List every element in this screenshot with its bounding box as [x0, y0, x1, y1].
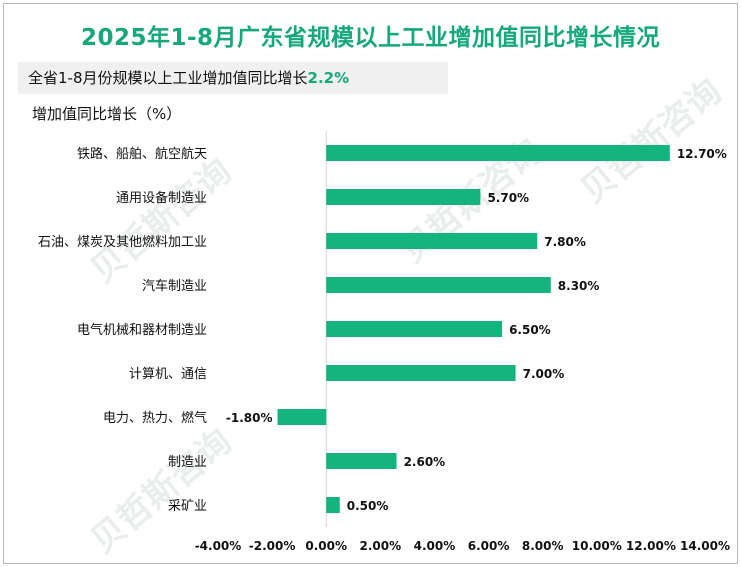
- x-tick-label: 2.00%: [360, 539, 402, 553]
- bar-chart: 铁路、船舶、航空航天 12.70% 通用设备制造业 5.70% 石油、煤炭及其他燃料加工…: [38, 131, 730, 553]
- data-label: 2.60%: [404, 455, 446, 469]
- bar: [326, 233, 538, 249]
- category-label: 铁路、船舶、航空航天: [77, 146, 207, 162]
- x-tick-label: 8.00%: [522, 539, 564, 553]
- chart-frame: 贝哲斯咨询 贝哲斯咨询 贝哲斯咨询 贝哲斯咨询 2025年1-8月广东省规模以上…: [3, 3, 738, 564]
- category-label: 制造业: [168, 455, 207, 470]
- x-tick-label: 0.00%: [305, 539, 347, 553]
- data-label: 5.70%: [487, 191, 529, 205]
- data-label: -1.80%: [226, 411, 273, 425]
- data-label: 6.50%: [509, 323, 551, 337]
- bar: [326, 321, 503, 337]
- x-tick-label: -4.00%: [195, 539, 242, 553]
- bar: [326, 277, 551, 293]
- category-label: 采矿业: [168, 499, 207, 514]
- x-tick-label: 6.00%: [468, 539, 510, 553]
- bar: [326, 453, 397, 469]
- bar: [326, 145, 670, 161]
- bar: [326, 365, 516, 381]
- bar: [326, 497, 340, 513]
- x-tick-label: 14.00%: [680, 539, 730, 553]
- category-label: 石油、煤炭及其他燃料加工业: [38, 234, 207, 250]
- category-label: 通用设备制造业: [116, 190, 207, 206]
- data-label: 12.70%: [677, 147, 727, 161]
- summary-banner: 全省1-8月份规模以上工业增加值同比增长2.2%: [18, 62, 448, 94]
- summary-text: 全省1-8月份规模以上工业增加值同比增长: [28, 69, 308, 87]
- data-label: 8.30%: [558, 279, 600, 293]
- category-label: 汽车制造业: [142, 278, 207, 294]
- data-label: 0.50%: [347, 499, 389, 513]
- x-tick-label: 10.00%: [572, 539, 622, 553]
- category-label: 计算机、通信: [129, 367, 207, 382]
- x-tick-label: 4.00%: [414, 539, 456, 553]
- bar: [326, 189, 481, 205]
- x-tick-label: -2.00%: [249, 539, 296, 553]
- data-label: 7.80%: [544, 235, 586, 249]
- bar: [277, 409, 327, 425]
- y-axis-label: 增加值同比增长（%）: [32, 105, 182, 123]
- data-label: 7.00%: [523, 367, 565, 381]
- category-label: 电力、热力、燃气: [103, 410, 207, 426]
- chart-title: 2025年1-8月广东省规模以上工业增加值同比增长情况: [80, 25, 661, 51]
- summary-value: 2.2%: [307, 69, 350, 87]
- category-label: 电气机械和器材制造业: [77, 322, 207, 338]
- x-tick-label: 12.00%: [626, 539, 676, 553]
